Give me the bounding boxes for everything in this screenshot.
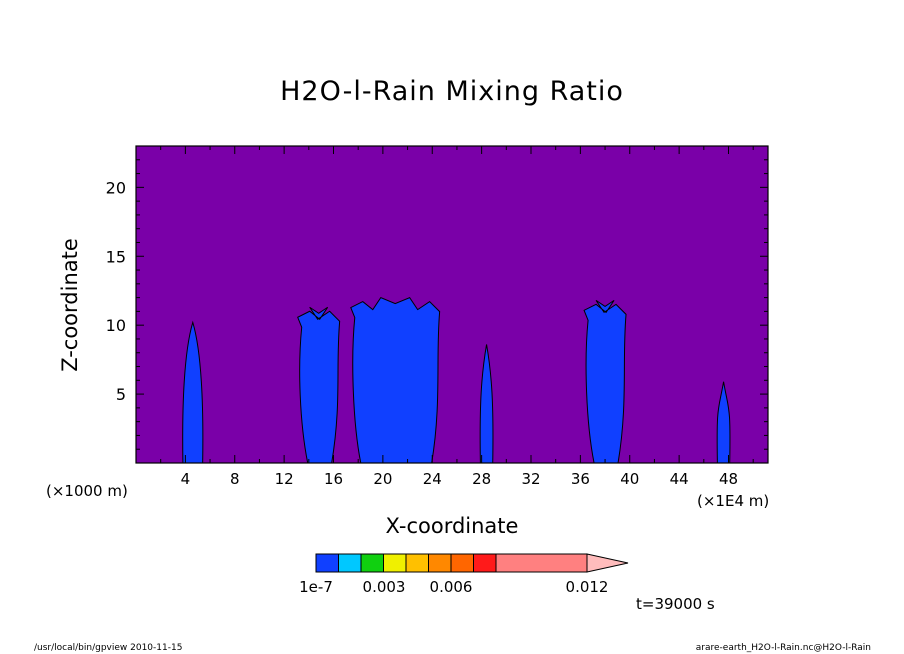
chart-title: H2O-l-Rain Mixing Ratio bbox=[280, 76, 624, 107]
colorbar-label-2: 0.006 bbox=[429, 578, 473, 596]
x-tick-label-1: 8 bbox=[230, 470, 240, 488]
colorbar-arrow bbox=[586, 553, 629, 573]
colorbar-label-0: 1e-7 bbox=[299, 578, 333, 596]
x-tick-label-0: 4 bbox=[181, 470, 191, 488]
y-axis-label: Z-coordinate bbox=[58, 238, 82, 372]
x-tick-label-10: 44 bbox=[670, 470, 689, 488]
footer-right: arare-earth_H2O-l-Rain.nc@H2O-l-Rain bbox=[695, 643, 871, 653]
colorbar-swatch-1 bbox=[338, 553, 362, 573]
colorbar-swatch-4 bbox=[405, 553, 429, 573]
footer-left: /usr/local/bin/gpview 2010-11-15 bbox=[34, 643, 183, 653]
colorbar-label-1: 0.003 bbox=[362, 578, 406, 596]
colorbar-swatch-2 bbox=[360, 553, 384, 573]
y-tick-label-1: 10 bbox=[106, 316, 126, 335]
colorbar-label-3: 0.012 bbox=[565, 578, 609, 596]
rain-cell-5 bbox=[716, 381, 731, 464]
x-tick-label-5: 24 bbox=[423, 470, 442, 488]
x-tick-label-8: 36 bbox=[571, 470, 590, 488]
colorbar-swatch-6 bbox=[450, 553, 474, 573]
rain-cell-1 bbox=[297, 306, 341, 464]
colorbar-swatch-8 bbox=[495, 553, 588, 573]
x-tick-label-2: 12 bbox=[275, 470, 294, 488]
x-tick-label-4: 20 bbox=[373, 470, 392, 488]
colorbar-swatch-5 bbox=[428, 553, 452, 573]
x-unit-label: (×1000 m) bbox=[46, 482, 128, 500]
colorbar-swatch-3 bbox=[383, 553, 407, 573]
x-tick-label-11: 48 bbox=[719, 470, 738, 488]
x-tick-label-6: 28 bbox=[472, 470, 491, 488]
plot-frame bbox=[135, 145, 769, 464]
y-tick-label-0: 5 bbox=[116, 385, 126, 404]
x-unit-right-label: (×1E4 m) bbox=[697, 492, 770, 510]
x-tick-label-7: 32 bbox=[521, 470, 540, 488]
rain-cell-3 bbox=[479, 344, 494, 464]
rain-cell-0 bbox=[182, 320, 204, 464]
colorbar-swatch-0 bbox=[315, 553, 339, 573]
contour-background bbox=[136, 146, 768, 463]
x-tick-label-3: 16 bbox=[324, 470, 343, 488]
y-tick-label-2: 15 bbox=[106, 247, 126, 266]
colorbar-swatch-7 bbox=[473, 553, 497, 573]
x-axis-label: X-coordinate bbox=[385, 514, 519, 538]
x-tick-label-9: 40 bbox=[620, 470, 639, 488]
rain-cell-4 bbox=[583, 299, 627, 464]
time-label: t=39000 s bbox=[636, 595, 715, 613]
y-tick-label-3: 20 bbox=[106, 178, 126, 197]
rain-cell-2 bbox=[350, 296, 441, 464]
